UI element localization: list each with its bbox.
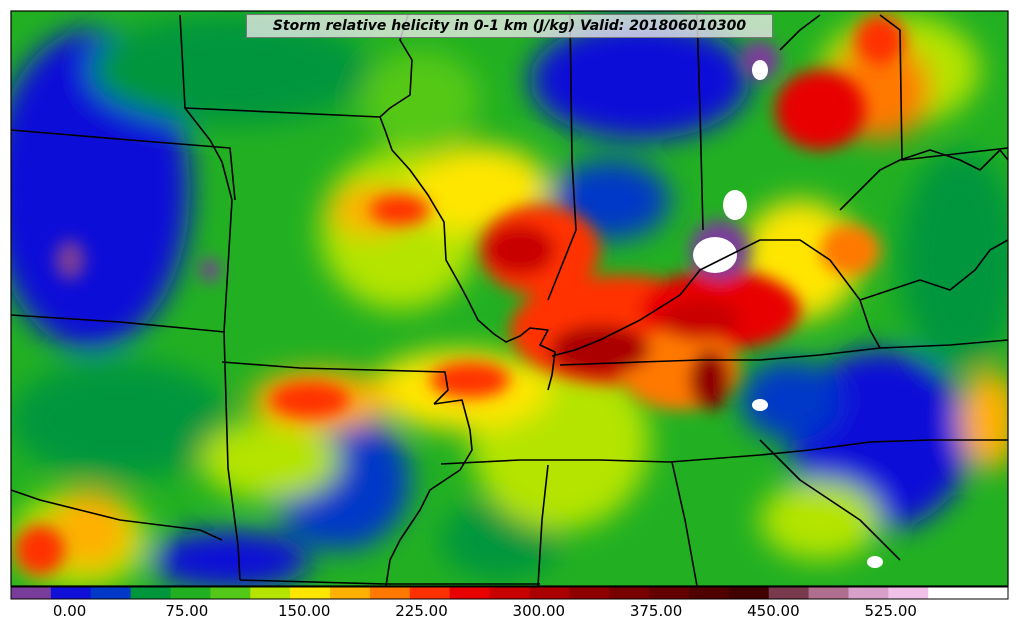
colorbar-swatch	[489, 587, 530, 599]
colorbar-swatch	[808, 587, 849, 599]
map-frame	[10, 10, 1009, 587]
colorbar-swatch	[968, 587, 1009, 599]
colorbar-swatch	[170, 587, 211, 599]
colorbar-swatch	[11, 587, 52, 599]
colorbar-tick-label: 525.00	[864, 602, 917, 620]
colorbar-swatch	[449, 587, 491, 599]
colorbar-tick-label: 0.00	[52, 602, 87, 620]
state-boundaries	[11, 14, 1008, 586]
colorbar-tick-label: 375.00	[629, 602, 683, 620]
colorbar-swatch	[848, 587, 889, 599]
colorbar-swatch	[250, 587, 291, 599]
helicity-field	[11, 11, 1008, 586]
colorbar-swatch	[50, 587, 92, 599]
colorbar-tick-label: 300.00	[512, 602, 566, 620]
map-title: Storm relative helicity in 0-1 km (J/kg)…	[246, 14, 773, 38]
colorbar-swatch	[928, 587, 969, 599]
colorbar-swatch	[688, 587, 730, 599]
colorbar-swatch	[130, 587, 172, 599]
colorbar-swatch	[409, 587, 451, 599]
colorbar-tick-label: 225.00	[395, 602, 448, 620]
colorbar-swatch	[290, 587, 331, 599]
colorbar-swatch	[330, 587, 371, 599]
colorbar-frame	[10, 586, 1009, 600]
colorbar-swatch	[369, 587, 411, 599]
colorbar-swatch	[649, 587, 690, 599]
colorbar-swatch	[569, 587, 610, 599]
colorbar-swatch	[609, 587, 650, 599]
colorbar-swatch	[90, 587, 132, 599]
colorbar-tick-label: 450.00	[747, 602, 800, 620]
colorbar-swatch	[888, 587, 929, 599]
colorbar-tick-label: 75.00	[165, 602, 209, 620]
colorbar-tick-label: 150.00	[277, 602, 331, 620]
colorbar-swatch	[728, 587, 770, 599]
colorbar-swatch	[768, 587, 810, 599]
colorbar-swatch	[529, 587, 570, 599]
colorbar	[11, 587, 1009, 599]
colorbar-swatch	[210, 587, 251, 599]
